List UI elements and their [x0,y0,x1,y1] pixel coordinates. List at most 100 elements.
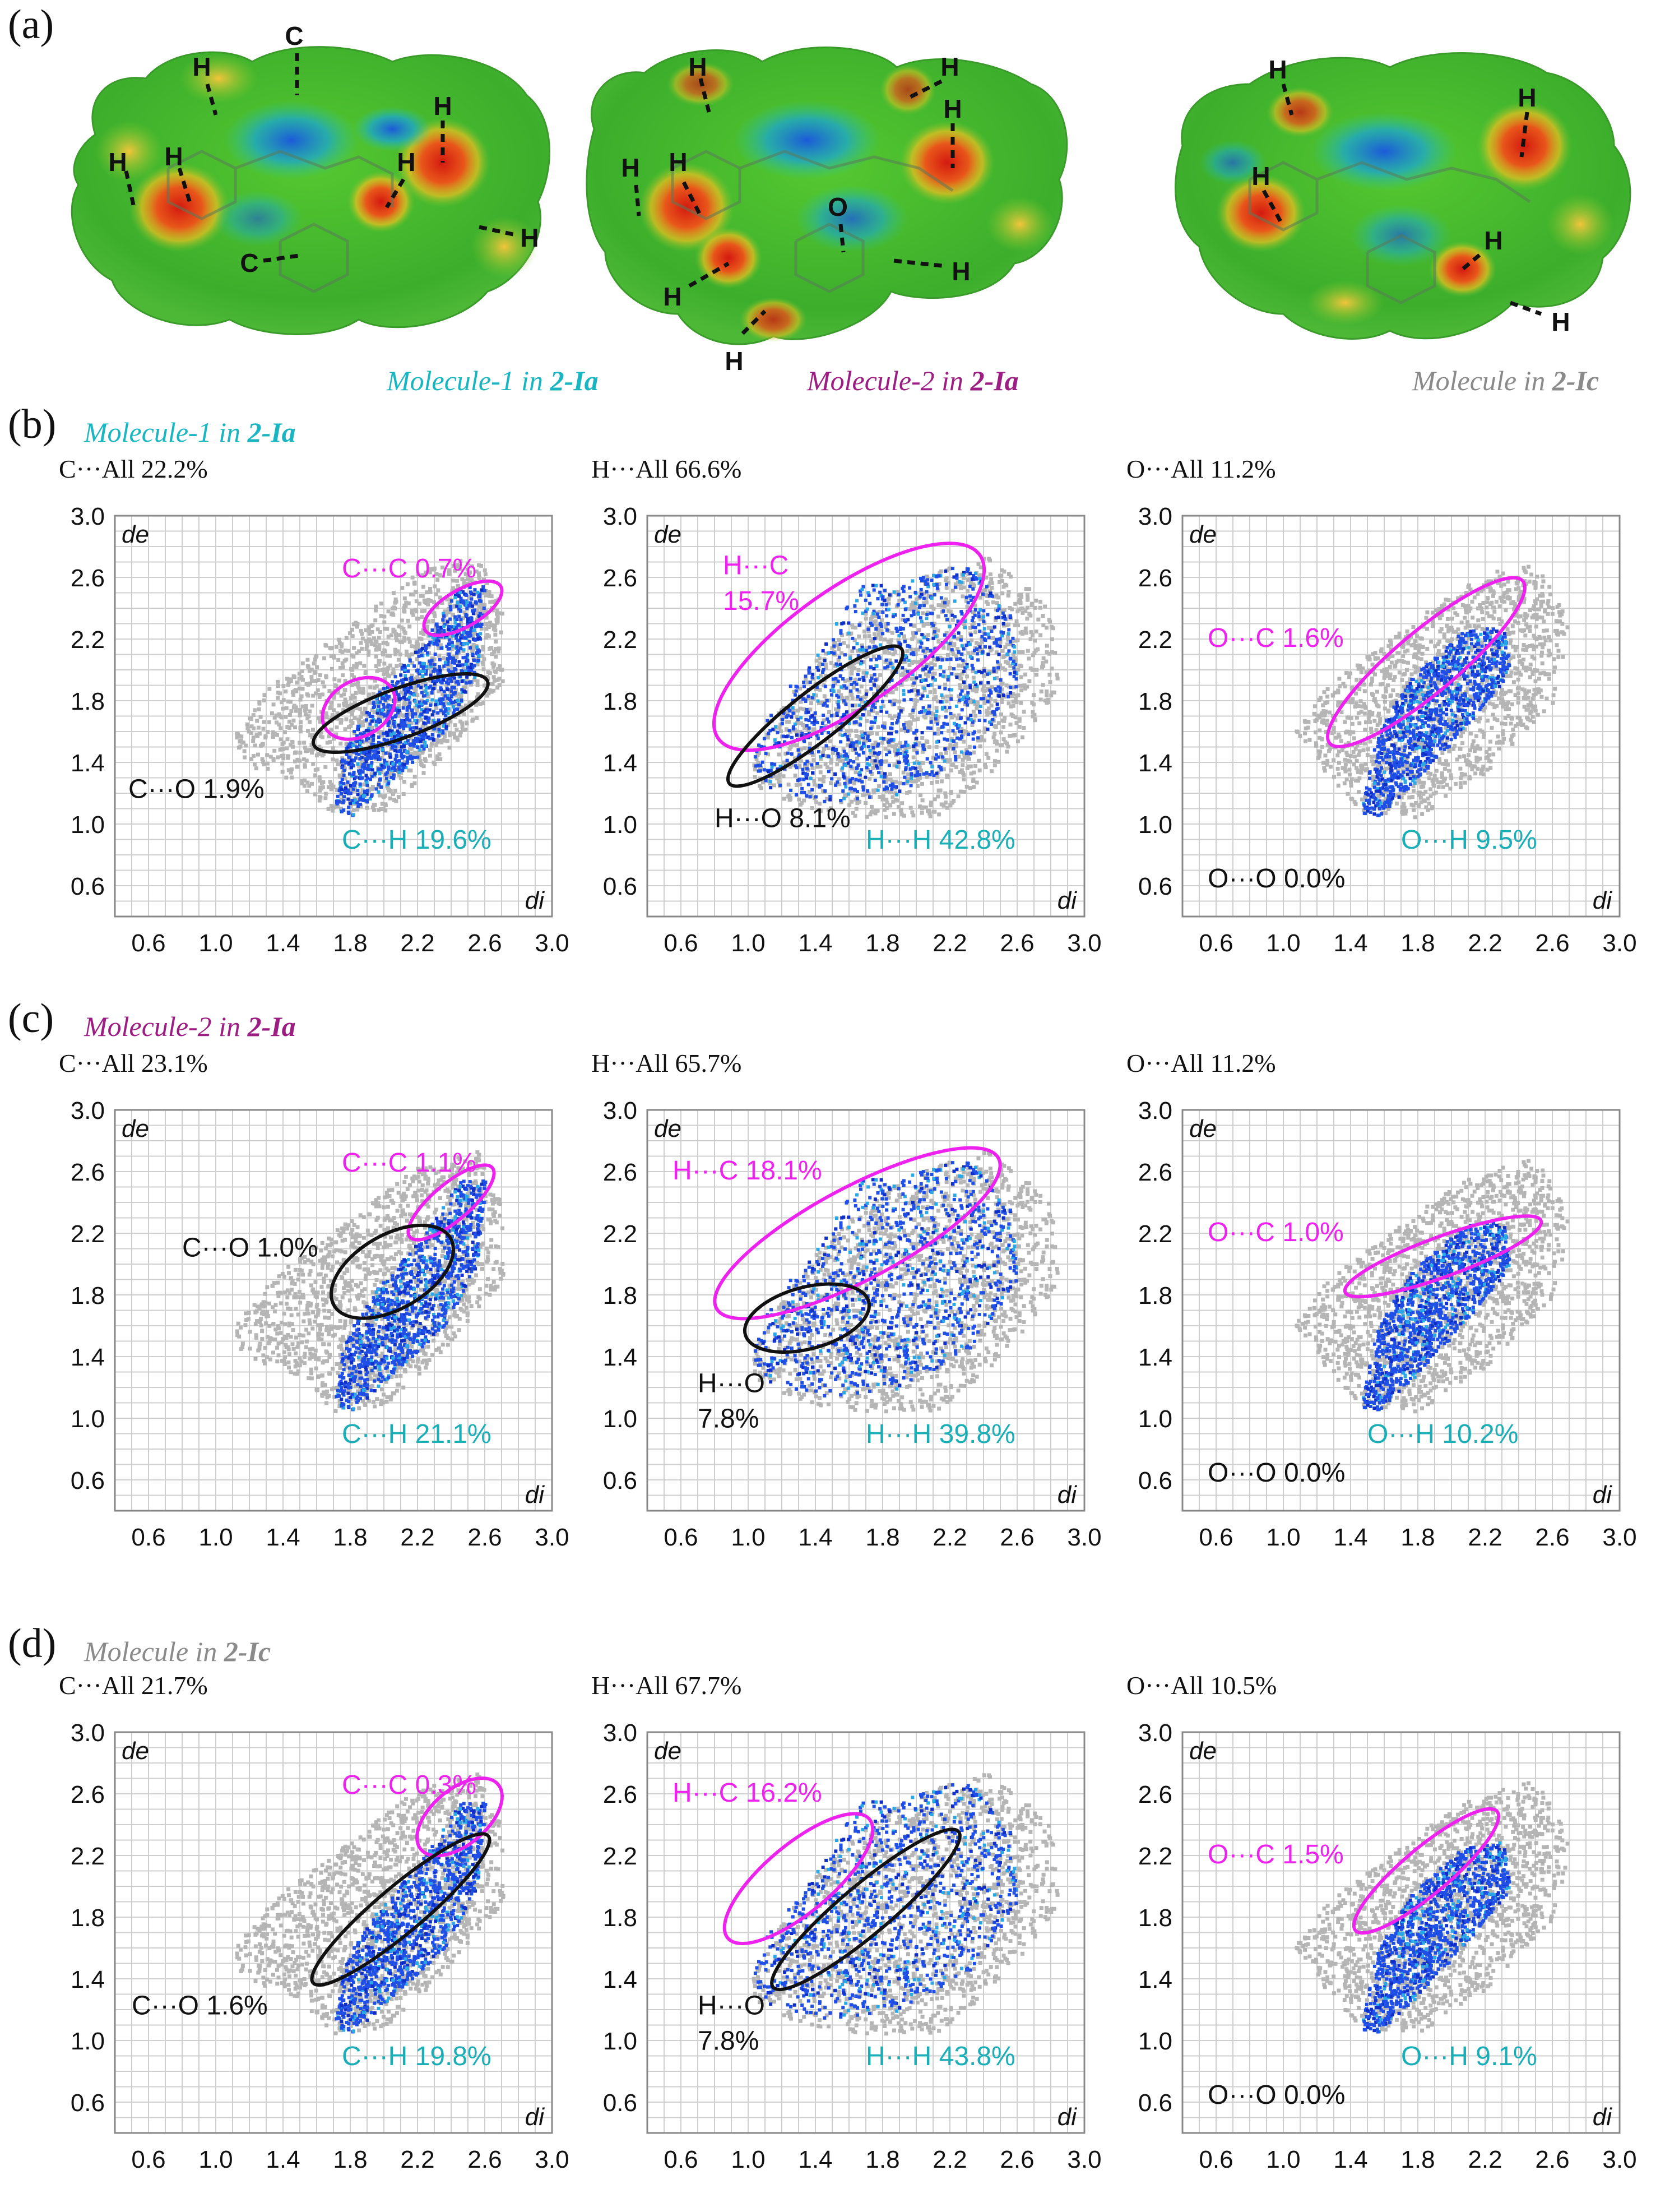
blue-point [457,660,461,664]
blue-point [372,749,376,753]
blue-point [402,765,406,769]
grey-point [941,695,945,700]
grey-point [814,800,819,804]
grey-point [262,720,266,724]
grey-point [885,800,889,805]
grey-point [454,693,458,698]
grey-point [428,748,432,752]
grey-point [343,679,347,683]
grey-point [323,792,328,796]
blue-point [857,677,861,681]
blue-point [429,665,433,669]
grey-point [999,700,1004,705]
grey-point [894,687,898,691]
grey-point [878,795,882,799]
grey-point [1033,718,1037,723]
blue-point [370,768,374,772]
grey-point [253,743,257,748]
blue-point [413,699,417,703]
grey-point [252,726,256,730]
blue-point [965,700,968,704]
grey-point [926,809,930,813]
blue-point [816,653,820,657]
grey-point [920,749,925,754]
blue-point [884,658,888,662]
blue-point [834,783,838,787]
blue-point [419,737,423,741]
blue-point [852,720,856,724]
blue-point [436,628,440,632]
blue-point [365,789,369,793]
grey-point [485,693,490,698]
blue-point [395,753,398,757]
grey-point [1002,654,1007,659]
grey-point [453,670,458,674]
blue-point [414,737,418,741]
grey-point [920,735,925,740]
blue-point [804,774,808,778]
grey-point [324,711,328,716]
grey-point [412,686,416,691]
grey-point [484,622,489,626]
blue-point [982,619,986,623]
blue-point [403,677,407,681]
grey-point [982,730,987,734]
blue-point [421,694,425,698]
blue-point [416,650,420,654]
grey-point [1018,663,1023,668]
blue-point [880,700,884,704]
grey-point [368,631,372,636]
grey-point [470,578,474,582]
blue-point [854,778,858,782]
grey-point [911,683,915,687]
grey-point [419,762,423,766]
grey-point [334,645,338,649]
blue-point [455,651,459,655]
blue-point [457,682,461,686]
grey-point [918,804,922,809]
blue-point [354,775,358,779]
grey-point [962,739,966,744]
blue-point [449,625,453,629]
grey-point [405,720,410,724]
blue-point [882,737,885,741]
grey-point [350,693,355,698]
grey-point [335,725,339,730]
blue-point [897,593,901,596]
grey-point [857,634,861,638]
grey-point [1031,653,1035,658]
blue-point [876,744,880,748]
grey-point [822,694,827,698]
blue-point [782,711,786,715]
blue-point [970,619,974,623]
blue-point [393,768,397,772]
blue-point [768,729,772,733]
blue-point [820,721,824,725]
grey-point [838,694,843,698]
blue-point [861,785,865,789]
grey-point [341,708,346,712]
blue-point [988,720,992,724]
grey-point [398,640,402,644]
blue-point [415,726,419,730]
grey-point [445,597,449,601]
grey-point [343,727,347,732]
grey-point [961,576,966,580]
blue-point [365,799,369,803]
grey-point [1022,710,1026,714]
blue-point [433,667,437,671]
grey-point [891,799,896,804]
blue-point [401,706,405,710]
grey-point [480,611,485,616]
grey-point [911,710,915,715]
blue-point [885,753,889,757]
grey-point [317,798,322,803]
grey-point [836,707,841,712]
blue-point [1003,614,1007,618]
blue-point [469,629,473,633]
grey-point [917,628,921,632]
grey-point [996,692,1001,696]
grey-point [961,664,965,668]
blue-point [860,768,864,772]
blue-point [903,775,907,779]
